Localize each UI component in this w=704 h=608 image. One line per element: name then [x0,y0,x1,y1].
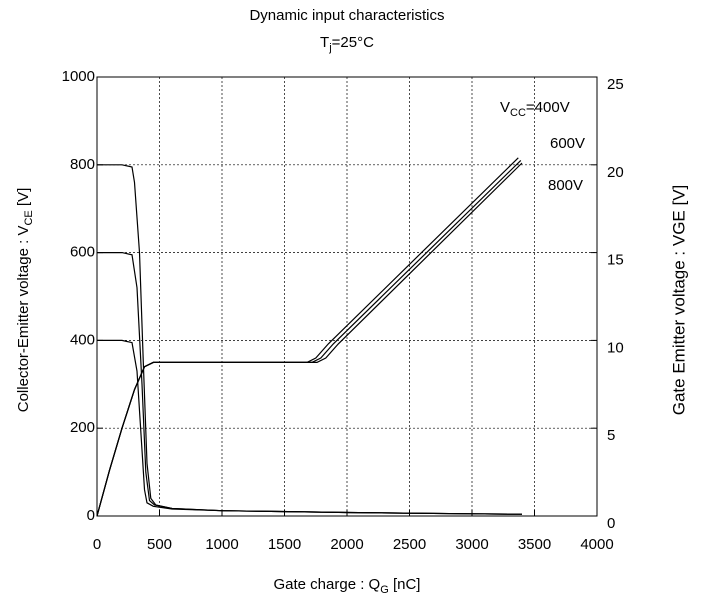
y2-tick-label: 0 [607,515,615,532]
chart-subtitle-part: T [320,34,329,51]
y2-tick-label: 25 [607,76,624,93]
annotation-part: =400V [526,99,570,116]
x-axis-label-part: [nC] [389,576,421,593]
x-tick-label: 2500 [393,536,426,553]
y-axis-label-part: [V] [15,188,32,211]
annotation: 600V [550,135,585,152]
annotation-part: 600V [550,135,585,152]
x-tick-label: 0 [93,536,101,553]
x-axis-label-part: G [380,584,389,596]
line-series [96,162,523,517]
chart-subtitle: Tj=25°C [320,34,374,54]
x-axis-label-part: Gate charge : Q [274,576,381,593]
chart-subtitle-part: =25°C [332,34,374,51]
y-axis-label-part: Collector-Emitter voltage : V [15,226,32,413]
chart-title: Dynamic input characteristics [249,7,444,24]
annotation: 800V [548,177,583,194]
y-tick-label: 800 [70,156,95,173]
line-series [96,159,522,517]
x-tick-label: 1500 [268,536,301,553]
annotation-part: CC [510,107,526,119]
y-tick-label: 200 [70,419,95,436]
line-series [97,164,523,515]
y-axis-label-part: CE [23,210,35,225]
line-series [96,157,519,517]
annotation-part: 800V [548,177,583,194]
line-series [97,252,523,515]
y2-tick-label: 15 [607,252,624,269]
x-tick-label: 3500 [518,536,551,553]
x-tick-label: 2000 [330,536,363,553]
y-tick-label: 1000 [62,68,95,85]
annotation: VCC=400V [500,99,570,119]
x-tick-label: 3000 [455,536,488,553]
plot-frame [96,76,598,517]
y2-tick-label: 20 [607,164,624,181]
y-axis-label: Collector-Emitter voltage : VCE [V] [15,188,35,413]
y2-tick-label: 10 [607,339,624,356]
line-series [97,339,523,515]
y-tick-label: 400 [70,331,95,348]
y2-axis-label: Gate Emitter voltage : VGE [V] [669,185,688,416]
y-tick-label: 0 [87,507,95,524]
y2-tick-label: 5 [607,427,615,444]
annotation-part: V [500,99,510,116]
x-tick-label: 500 [147,536,172,553]
x-tick-label: 4000 [580,536,613,553]
x-tick-label: 1000 [205,536,238,553]
chart-subtitle-part: j [328,42,331,54]
y-tick-label: 600 [70,244,95,261]
x-axis-label: Gate charge : QG [nC] [274,576,421,596]
